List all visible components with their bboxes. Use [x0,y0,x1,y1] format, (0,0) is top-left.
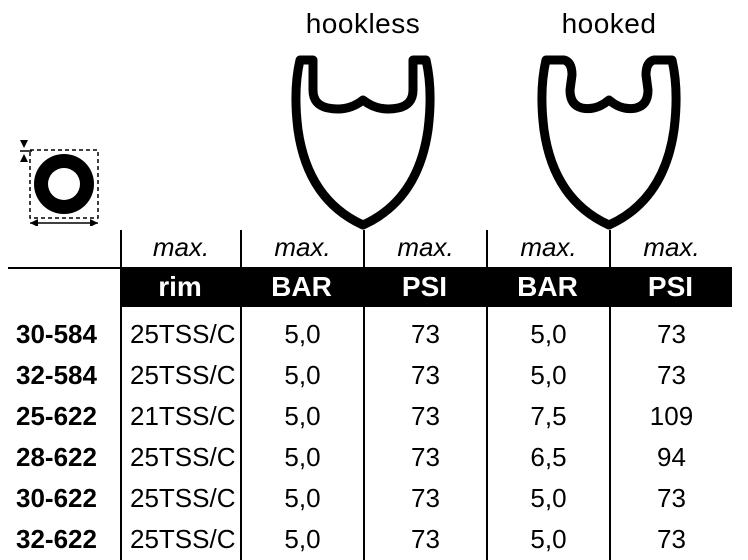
hooked-rim-icon-cell [486,50,732,230]
hookless-bar-cell: 5,0 [240,519,363,560]
rim-cell: 21TSS/C [120,396,240,437]
rim-type-titles: hookless hooked [8,8,740,40]
hooked-bar-cell: 5,0 [486,519,609,560]
hookless-psi-cell: 73 [363,355,486,396]
table-row: 25-62221TSS/C5,0737,5109 [8,396,740,437]
hooked-psi-cell: 73 [609,478,732,519]
size-cell: 28-622 [8,437,120,478]
hookless-psi-cell: 73 [363,478,486,519]
hooked-title: hooked [486,8,732,40]
tire-cross-section-icon [18,130,110,226]
hookless-title: hookless [240,8,486,40]
size-cell: 30-622 [8,478,120,519]
hookless-bar-header: BAR [240,267,363,307]
hooked-bar-cell: 5,0 [486,307,609,355]
rim-cell: 25TSS/C [120,519,240,560]
hooked-bar-cell: 6,5 [486,437,609,478]
size-cell: 32-622 [8,519,120,560]
hooked-psi-cell: 109 [609,396,732,437]
pressure-table: hookless hooked [0,0,748,560]
hooked-rim-profile-icon [534,50,684,230]
hookless-bar-cell: 5,0 [240,437,363,478]
max-hooked-bar-label: max. [486,230,609,267]
max-hookless-bar-label: max. [240,230,363,267]
spacer [8,8,240,40]
max-rim-label: max. [120,230,240,267]
hooked-bar-header: BAR [486,267,609,307]
hooked-bar-cell: 5,0 [486,478,609,519]
hooked-bar-cell: 5,0 [486,355,609,396]
data-rows: 30-58425TSS/C5,0735,07332-58425TSS/C5,07… [8,307,740,560]
hooked-psi-cell: 73 [609,355,732,396]
hookless-psi-cell: 73 [363,307,486,355]
hookless-psi-header: PSI [363,267,486,307]
hooked-psi-cell: 94 [609,437,732,478]
icon-row [8,40,740,230]
hookless-rim-profile-icon [288,50,438,230]
size-cell: 30-584 [8,307,120,355]
size-header [8,267,120,307]
size-cell: 32-584 [8,355,120,396]
table-row: 32-58425TSS/C5,0735,073 [8,355,740,396]
max-label-row: max. max. max. max. max. [8,230,740,267]
hooked-psi-header: PSI [609,267,732,307]
table-row: 32-62225TSS/C5,0735,073 [8,519,740,560]
hookless-bar-cell: 5,0 [240,307,363,355]
rim-cell: 25TSS/C [120,307,240,355]
blank-cell [8,230,120,267]
max-hooked-psi-label: max. [609,230,732,267]
rim-cell: 25TSS/C [120,478,240,519]
size-cell: 25-622 [8,396,120,437]
hookless-bar-cell: 5,0 [240,355,363,396]
hookless-bar-cell: 5,0 [240,396,363,437]
hookless-psi-cell: 73 [363,437,486,478]
table-row: 30-58425TSS/C5,0735,073 [8,307,740,355]
rim-header: rim [120,267,240,307]
column-header-row: rim BAR PSI BAR PSI [8,267,740,307]
hookless-psi-cell: 73 [363,519,486,560]
hookless-psi-cell: 73 [363,396,486,437]
hookless-bar-cell: 5,0 [240,478,363,519]
hooked-psi-cell: 73 [609,519,732,560]
hooked-bar-cell: 7,5 [486,396,609,437]
rim-cell: 25TSS/C [120,437,240,478]
hooked-psi-cell: 73 [609,307,732,355]
max-hookless-psi-label: max. [363,230,486,267]
table-row: 28-62225TSS/C5,0736,594 [8,437,740,478]
hookless-rim-icon-cell [240,50,486,230]
tire-icon-cell [8,130,120,230]
rim-cell: 25TSS/C [120,355,240,396]
table-row: 30-62225TSS/C5,0735,073 [8,478,740,519]
